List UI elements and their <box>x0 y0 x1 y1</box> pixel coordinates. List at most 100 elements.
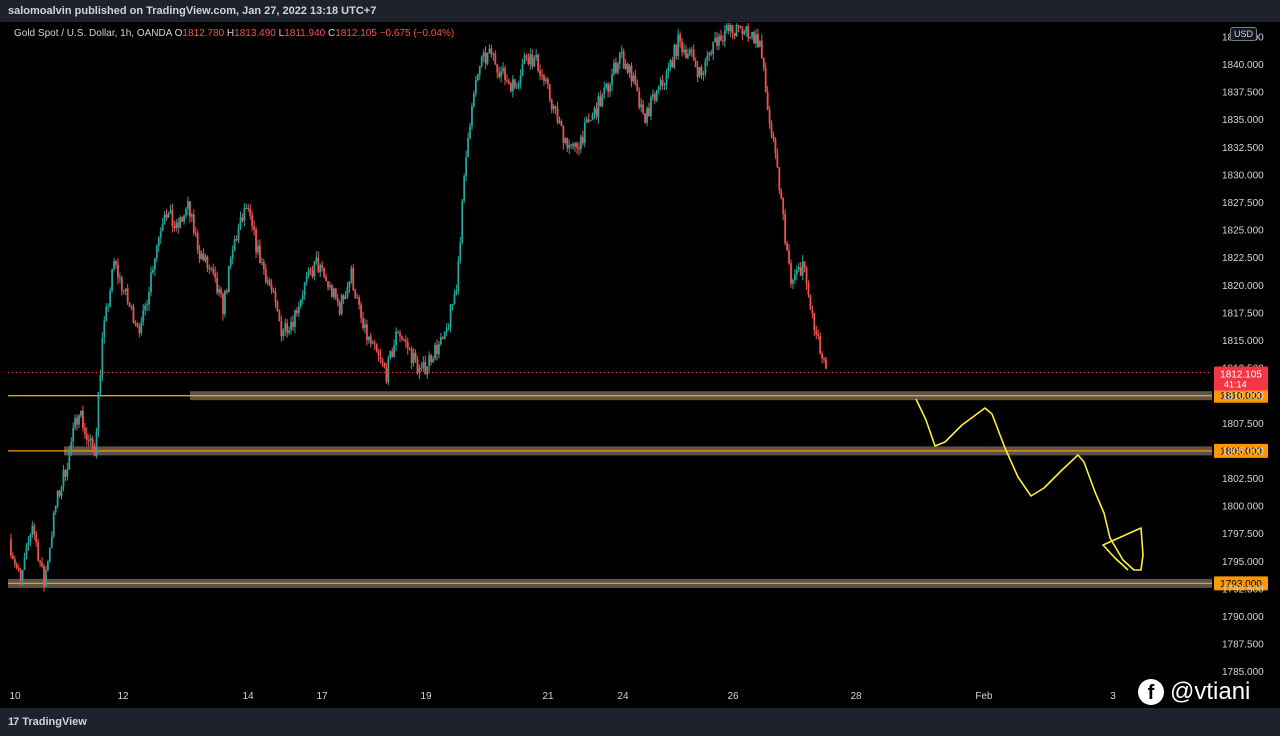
candle-body <box>299 299 302 307</box>
candle-body <box>615 62 617 73</box>
candle-body <box>401 336 403 340</box>
candle-body <box>76 417 78 425</box>
candle-body <box>655 89 658 101</box>
candle-body <box>292 321 294 328</box>
candle-body <box>101 337 104 375</box>
candle-body <box>124 288 127 291</box>
currency-button[interactable]: USD <box>1230 27 1258 41</box>
candle-body <box>196 233 199 250</box>
candle-body <box>235 239 238 241</box>
candle-body <box>383 363 386 368</box>
price-tick-label: 1835.000 <box>1222 115 1264 126</box>
candle-body <box>648 108 650 117</box>
price-tick-label: 1822.500 <box>1222 253 1264 264</box>
candle-body <box>224 290 226 315</box>
candle-body <box>74 417 77 428</box>
candle-body <box>688 49 691 54</box>
candle-body <box>175 222 178 228</box>
candle-body <box>157 237 160 247</box>
time-tick-label: 12 <box>117 691 129 702</box>
price-tick-label: 1815.000 <box>1222 336 1264 347</box>
candle-body <box>797 267 800 270</box>
candle-body <box>467 137 469 158</box>
candle-body <box>646 108 648 123</box>
candle-body <box>167 212 170 218</box>
high-label: H <box>226 28 235 39</box>
candle-body <box>185 208 187 216</box>
candle-body <box>805 267 808 284</box>
candle-body <box>611 74 613 85</box>
candle-body <box>371 342 374 344</box>
candle-body <box>118 277 121 279</box>
candle-body <box>511 79 514 92</box>
current-price-label: 1812.105 <box>1220 369 1262 380</box>
candle-body <box>735 24 738 37</box>
candle-body <box>78 415 80 425</box>
candle-body <box>239 217 242 228</box>
candle-body <box>515 87 518 89</box>
candle-body <box>795 269 798 275</box>
candle-body <box>35 534 38 542</box>
candle-body <box>385 367 388 383</box>
candle-body <box>593 108 596 115</box>
candle-body <box>698 67 701 77</box>
candle-body <box>447 327 450 329</box>
candle-body <box>541 75 543 77</box>
candle-body <box>552 106 555 110</box>
candle-body <box>465 157 468 177</box>
candle-body <box>517 83 520 88</box>
candle-body <box>762 57 765 69</box>
candle-body <box>192 214 195 233</box>
time-tick-label: 3 <box>1110 691 1116 702</box>
tradingview-logo[interactable]: 17 TradingView <box>8 714 87 730</box>
candle-body <box>558 121 561 123</box>
candle-body <box>585 119 588 123</box>
candle-body <box>146 304 149 306</box>
candle-body <box>307 269 310 276</box>
candle-body <box>712 41 715 54</box>
price-tick-label: 1817.500 <box>1222 308 1264 319</box>
candle-body <box>496 64 499 73</box>
candle-body <box>642 104 645 114</box>
candle-body <box>628 65 631 73</box>
candle-body <box>253 226 255 230</box>
candle-body <box>578 147 580 150</box>
candle-body <box>741 28 744 35</box>
candle-body <box>120 277 123 291</box>
candle-body <box>758 40 761 47</box>
candle-body <box>683 49 685 53</box>
candle-body <box>480 56 483 67</box>
price-tick-label: 1790.000 <box>1222 612 1264 623</box>
candle-body <box>163 214 166 224</box>
chart-frame[interactable]: 1810.000 1805.000 1793.000 1785.000 1787.50… <box>0 22 1280 708</box>
price-tick-label: 1807.500 <box>1222 419 1264 430</box>
candle-body <box>597 96 600 118</box>
price-chart[interactable]: 1810.000 1805.000 1793.000 1785.000 1787.50… <box>0 22 1280 708</box>
candle-body <box>317 257 320 273</box>
candle-body <box>720 35 722 41</box>
candle-body <box>570 144 573 146</box>
time-tick-label: 19 <box>420 691 432 702</box>
candle-body <box>402 339 405 341</box>
candle-body <box>29 535 32 542</box>
candle-body <box>562 125 565 143</box>
candles <box>10 23 827 592</box>
candle-body <box>179 217 182 228</box>
projection-drawing <box>915 398 1144 571</box>
candle-body <box>140 322 143 334</box>
candle-body <box>11 555 14 560</box>
candle-body <box>529 54 532 65</box>
candle-body <box>264 269 267 283</box>
candle-body <box>85 433 88 441</box>
candle-body <box>434 344 436 359</box>
candle-body <box>311 270 314 277</box>
candle-body <box>792 280 794 284</box>
candle-body <box>613 62 615 75</box>
tradingview-mark-icon: 17 <box>8 716 19 728</box>
candle-body <box>607 83 610 92</box>
candle-body <box>704 60 707 74</box>
candle-body <box>161 223 164 232</box>
candle-body <box>249 208 252 216</box>
candle-body <box>525 55 528 57</box>
candle-body <box>251 215 254 227</box>
